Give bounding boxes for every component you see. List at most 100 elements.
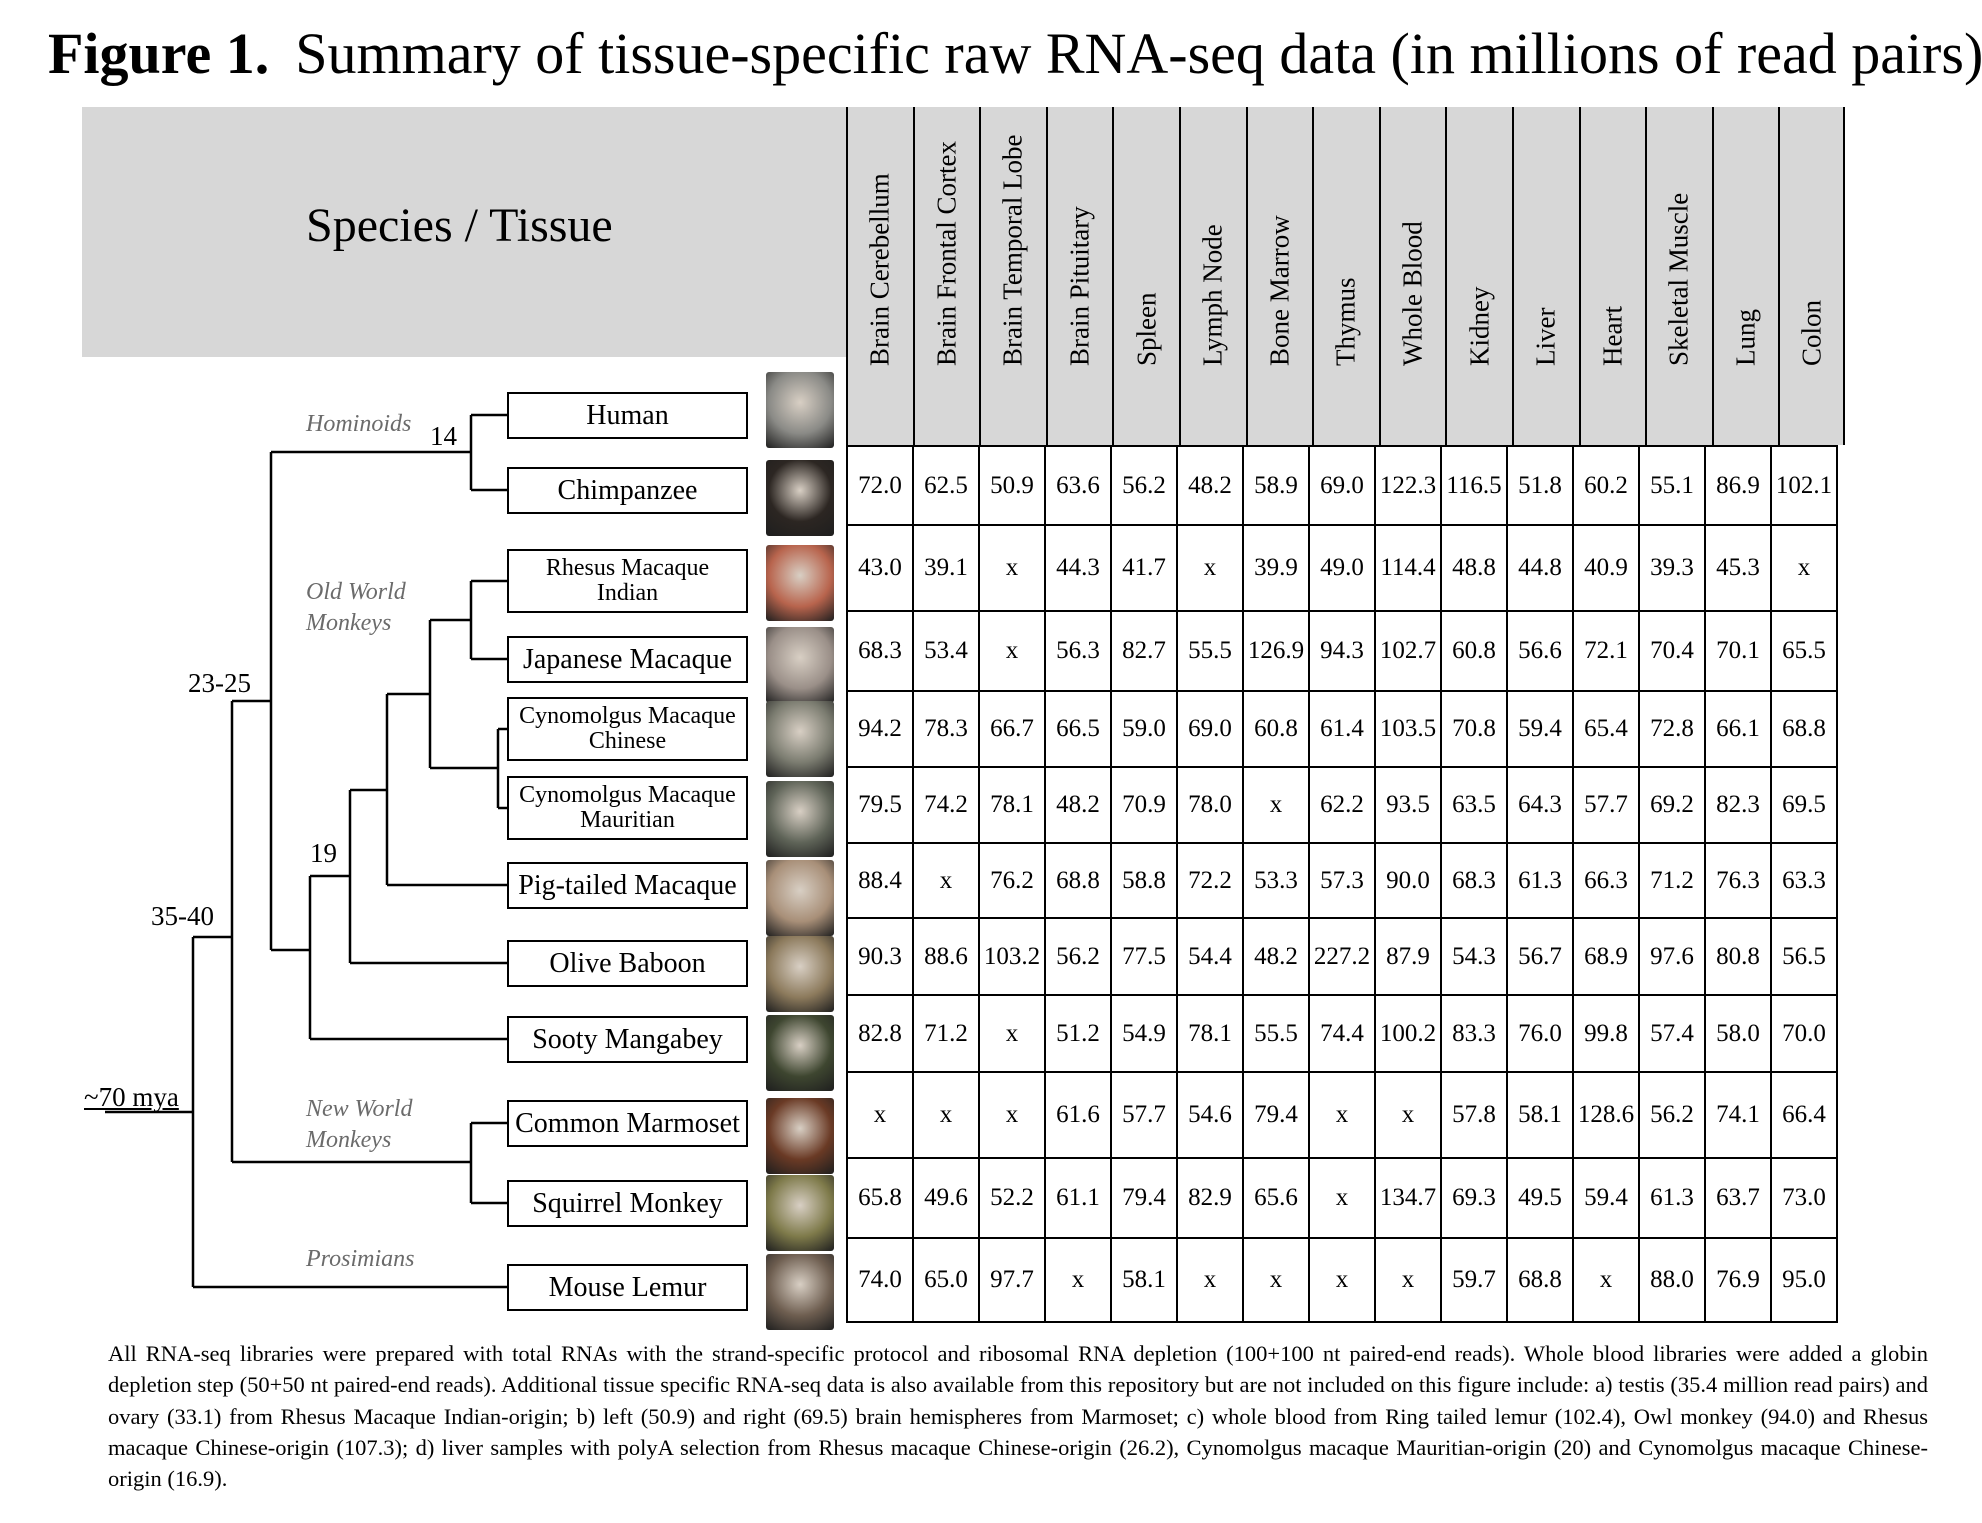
table-cell: 50.9 bbox=[978, 445, 1046, 526]
table-cell: 56.2 bbox=[1044, 917, 1112, 996]
table-cell: 100.2 bbox=[1374, 994, 1442, 1073]
table-cell: 65.5 bbox=[1770, 610, 1838, 692]
table-cell: 76.3 bbox=[1704, 842, 1772, 919]
table-cell: 65.8 bbox=[846, 1157, 914, 1239]
species-photo bbox=[766, 860, 834, 936]
species-name: Pig-tailed Macaque bbox=[518, 869, 737, 901]
table-row: 88.4 x 76.2 68.8 58.8 72.2 53.3 57.3 90.0 68.3 61.… bbox=[846, 842, 1838, 919]
table-cell: 58.8 bbox=[1110, 842, 1178, 919]
divergence-time-35-40: 35-40 bbox=[151, 901, 214, 931]
species-tissue-label: Species / Tissue bbox=[306, 199, 613, 252]
table-cell: 48.2 bbox=[1242, 917, 1310, 996]
species-box-japanese-macaque: Japanese Macaque bbox=[507, 636, 748, 683]
table-cell: 134.7 bbox=[1374, 1157, 1442, 1239]
table-cell: 62.2 bbox=[1308, 766, 1376, 844]
table-cell: 79.4 bbox=[1110, 1157, 1178, 1239]
table-cell: 66.7 bbox=[978, 690, 1046, 768]
table-cell: 68.8 bbox=[1044, 842, 1112, 919]
table-cell: 103.5 bbox=[1374, 690, 1442, 768]
species-name: Japanese Macaque bbox=[522, 643, 733, 675]
table-cell: 68.9 bbox=[1572, 917, 1640, 996]
divergence-time-23-25: 23-25 bbox=[188, 668, 251, 698]
table-cell: 94.2 bbox=[846, 690, 914, 768]
table-cell: x bbox=[1374, 1237, 1442, 1323]
species-name: Cynomolgus Macaque Mauritian bbox=[519, 781, 736, 833]
table-cell: 59.7 bbox=[1440, 1237, 1508, 1323]
table-cell: 122.3 bbox=[1374, 445, 1442, 526]
table-cell: 44.3 bbox=[1044, 524, 1112, 612]
table-cell: 82.8 bbox=[846, 994, 914, 1073]
table-cell: 69.2 bbox=[1638, 766, 1706, 844]
table-cell: 48.2 bbox=[1176, 445, 1244, 526]
table-cell: 68.3 bbox=[1440, 842, 1508, 919]
table-cell: x bbox=[1242, 766, 1310, 844]
table-cell: 70.9 bbox=[1110, 766, 1178, 844]
figure-label: Figure 1. bbox=[48, 21, 270, 86]
tissue-header: Thymus bbox=[1312, 107, 1379, 445]
table-cell: 73.0 bbox=[1770, 1157, 1838, 1239]
table-cell: 70.0 bbox=[1770, 994, 1838, 1073]
figure-title-text: Summary of tissue-specific raw RNA-seq d… bbox=[295, 21, 1982, 86]
table-cell: 114.4 bbox=[1374, 524, 1442, 612]
table-row: x x x 61.6 57.7 54.6 79.4 x x 57.8 58.1 128.6 56.2 74… bbox=[846, 1071, 1838, 1159]
species-name: Sooty Mangabey bbox=[532, 1023, 723, 1055]
divergence-time-70-mya: ~70 mya bbox=[84, 1082, 179, 1112]
table-cell: 61.6 bbox=[1044, 1071, 1112, 1159]
table-cell: 63.3 bbox=[1770, 842, 1838, 919]
table-cell: 69.0 bbox=[1176, 690, 1244, 768]
table-cell: 61.1 bbox=[1044, 1157, 1112, 1239]
table-cell: 70.1 bbox=[1704, 610, 1772, 692]
table-cell: 65.4 bbox=[1572, 690, 1640, 768]
table-cell: 62.5 bbox=[912, 445, 980, 526]
table-cell: 72.2 bbox=[1176, 842, 1244, 919]
table-cell: 60.2 bbox=[1572, 445, 1640, 526]
table-cell: 60.8 bbox=[1242, 690, 1310, 768]
table-cell: 70.8 bbox=[1440, 690, 1508, 768]
table-cell: 52.2 bbox=[978, 1157, 1046, 1239]
table-cell: 86.9 bbox=[1704, 445, 1772, 526]
table-cell: 66.3 bbox=[1572, 842, 1640, 919]
table-cell: 88.4 bbox=[846, 842, 914, 919]
table-cell: 68.8 bbox=[1770, 690, 1838, 768]
table-cell: 63.6 bbox=[1044, 445, 1112, 526]
species-name: Common Marmoset bbox=[515, 1107, 740, 1139]
tissue-header: Whole Blood bbox=[1378, 107, 1446, 445]
table-cell: 72.1 bbox=[1572, 610, 1640, 692]
table-row: 82.8 71.2 x 51.2 54.9 78.1 55.5 74.4 100.2 83.3 76… bbox=[846, 994, 1838, 1073]
species-name: Squirrel Monkey bbox=[532, 1187, 723, 1219]
table-cell: 55.5 bbox=[1176, 610, 1244, 692]
table-cell: 44.8 bbox=[1506, 524, 1574, 612]
table-cell: 53.3 bbox=[1242, 842, 1310, 919]
species-box-cynomolgus-macaque-mauritian: Cynomolgus Macaque Mauritian bbox=[507, 776, 748, 840]
divergence-time-19: 19 bbox=[310, 838, 337, 868]
species-photo bbox=[766, 627, 834, 703]
tissue-header: Colon bbox=[1778, 107, 1845, 445]
table-cell: x bbox=[912, 1071, 980, 1159]
species-box-squirrel-monkey: Squirrel Monkey bbox=[507, 1180, 748, 1227]
table-cell: x bbox=[912, 842, 980, 919]
table-cell: 74.2 bbox=[912, 766, 980, 844]
table-cell: 69.5 bbox=[1770, 766, 1838, 844]
table-cell: 69.3 bbox=[1440, 1157, 1508, 1239]
table-cell: 48.2 bbox=[1044, 766, 1112, 844]
species-box-sooty-mangabey: Sooty Mangabey bbox=[507, 1016, 748, 1063]
table-cell: 61.3 bbox=[1506, 842, 1574, 919]
table-cell: 80.8 bbox=[1704, 917, 1772, 996]
table-cell: 43.0 bbox=[846, 524, 914, 612]
table-cell: 71.2 bbox=[1638, 842, 1706, 919]
table-cell: x bbox=[1374, 1071, 1442, 1159]
table-header-band bbox=[82, 107, 846, 357]
table-cell: 59.4 bbox=[1506, 690, 1574, 768]
tissue-header: Skeletal Muscle bbox=[1645, 107, 1712, 445]
tissue-header: Brain Frontal Cortex bbox=[912, 107, 980, 445]
table-cell: x bbox=[1308, 1237, 1376, 1323]
clade-label-line: Old World bbox=[306, 579, 406, 605]
tissue-header: Lung bbox=[1711, 107, 1779, 445]
table-cell: 90.0 bbox=[1374, 842, 1442, 919]
species-photo bbox=[766, 1015, 834, 1091]
table-row: 79.5 74.2 78.1 48.2 70.9 78.0 x 62.2 93.5 63.5 64.… bbox=[846, 766, 1838, 844]
table-cell: 48.8 bbox=[1440, 524, 1508, 612]
table-row: 72.0 62.5 50.9 63.6 56.2 48.2 58.9 69.0 122.3 116… bbox=[846, 445, 1838, 526]
table-cell: 68.8 bbox=[1506, 1237, 1574, 1323]
